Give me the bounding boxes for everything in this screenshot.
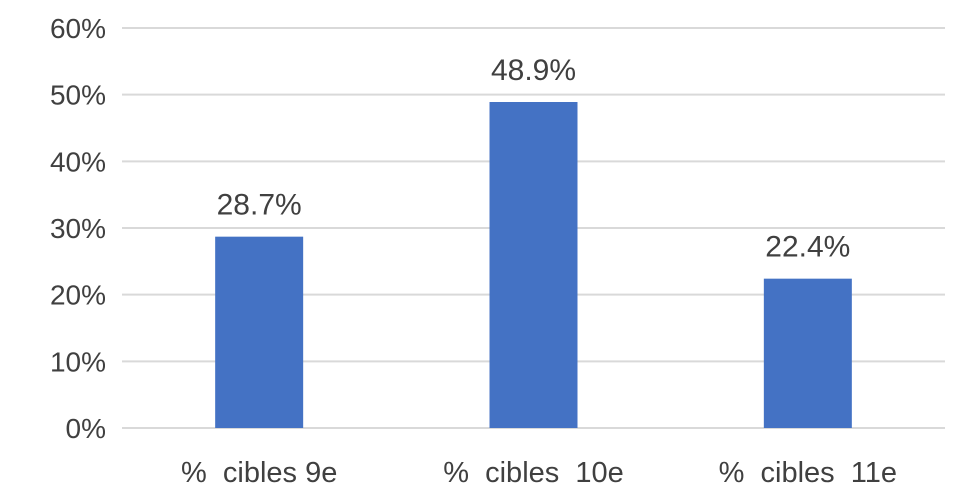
category-label: % cibles 11e xyxy=(719,457,897,489)
data-labels: 28.7% 48.9% 22.4% xyxy=(217,54,851,264)
y-tick-label: 30% xyxy=(50,213,106,244)
data-label: 48.9% xyxy=(491,54,576,87)
bars xyxy=(215,102,852,428)
data-label: 28.7% xyxy=(217,189,302,222)
y-tick-label: 20% xyxy=(50,280,106,311)
x-axis-category-labels: % cibles 9e % cibles 10e % cibles 11e xyxy=(181,457,897,489)
bar xyxy=(763,278,852,428)
y-tick-label: 60% xyxy=(50,13,106,44)
y-tick-label: 40% xyxy=(50,146,106,177)
y-tick-label: 0% xyxy=(66,413,106,444)
category-label: % cibles 9e xyxy=(181,457,337,489)
y-tick-label: 50% xyxy=(50,80,106,111)
bar xyxy=(215,236,304,428)
data-label: 22.4% xyxy=(765,231,850,264)
y-tick-label: 10% xyxy=(50,346,106,377)
category-label: % cibles 10e xyxy=(443,457,624,489)
bar xyxy=(489,102,578,428)
y-axis-tick-labels: 0% 10% 20% 30% 40% 50% 60% xyxy=(50,13,106,444)
